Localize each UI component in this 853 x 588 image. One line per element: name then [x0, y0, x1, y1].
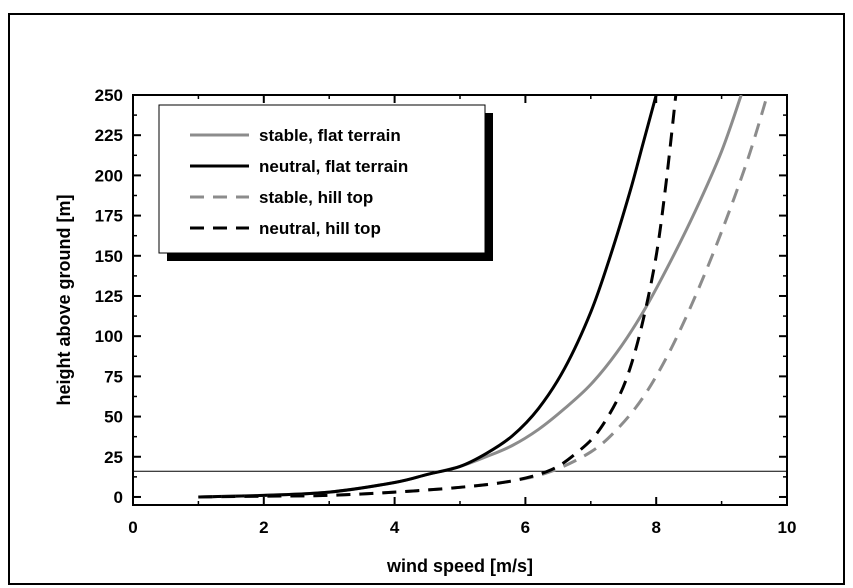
y-tick-label: 200	[95, 166, 123, 185]
x-tick-label: 8	[651, 518, 660, 537]
y-tick-label: 250	[95, 86, 123, 105]
series-line-3	[198, 95, 678, 499]
series-layer	[198, 95, 769, 499]
y-tick-label: 50	[104, 408, 123, 427]
y-tick-label: 100	[95, 327, 123, 346]
y-tick-label: 0	[114, 488, 123, 507]
y-tick-label: 125	[95, 287, 123, 306]
y-tick-label: 75	[104, 367, 123, 386]
legend-label-0: stable, flat terrain	[259, 126, 401, 145]
x-tick-label: 6	[521, 518, 530, 537]
x-tick-label: 0	[128, 518, 137, 537]
y-tick-label: 175	[95, 207, 123, 226]
legend: stable, flat terrain neutral, flat terrai…	[158, 104, 493, 261]
x-tick-label: 2	[259, 518, 268, 537]
y-tick-label: 150	[95, 247, 123, 266]
y-tick-label: 225	[95, 126, 123, 145]
series-line-1	[198, 95, 658, 499]
x-tick-label: 4	[390, 518, 400, 537]
legend-items: stable, flat terrain neutral, flat terrai…	[190, 126, 408, 238]
y-axis-label: height above ground [m]	[54, 195, 74, 406]
figure-frame	[8, 13, 845, 585]
legend-label-2: stable, hill top	[259, 188, 373, 207]
y-tick-label: 25	[104, 448, 123, 467]
x-tick-label: 10	[778, 518, 797, 537]
legend-label-1: neutral, flat terrain	[259, 157, 408, 176]
legend-label-3: neutral, hill top	[259, 219, 381, 238]
x-axis-label: wind speed [m/s]	[386, 556, 533, 576]
